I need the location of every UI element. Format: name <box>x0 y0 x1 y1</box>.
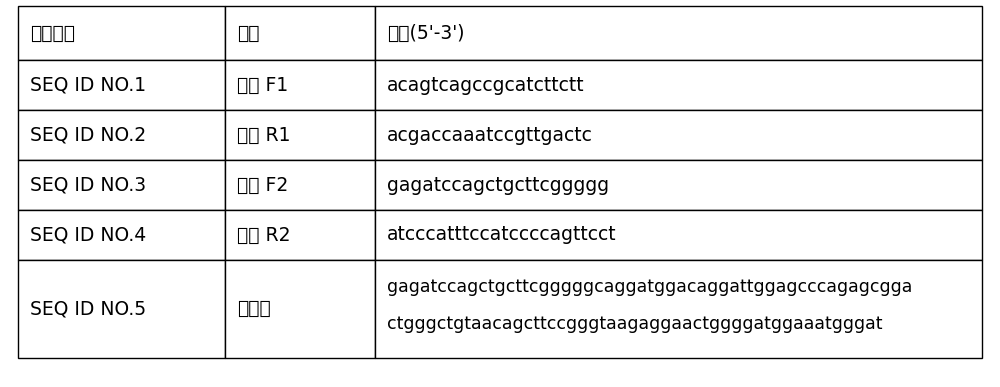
Bar <box>375 260 982 358</box>
Text: acagtcagccgcatcttctt: acagtcagccgcatcttctt <box>387 76 584 95</box>
Bar <box>225 110 375 160</box>
Bar <box>18 6 225 60</box>
Bar <box>375 160 982 210</box>
Bar <box>18 60 225 110</box>
Text: ctgggctgtaacagcttccgggtaagaggaactggggatggaaatgggat: ctgggctgtaacagcttccgggtaagaggaactggggatg… <box>387 315 882 333</box>
Text: acgaccaaatccgttgactc: acgaccaaatccgttgactc <box>387 126 593 145</box>
Text: SEQ ID NO.1: SEQ ID NO.1 <box>30 76 146 95</box>
Text: gagatccagctgcttcgggggcaggatggacaggattggagcccagagcgga: gagatccagctgcttcgggggcaggatggacaggattgga… <box>387 278 912 296</box>
Bar <box>18 110 225 160</box>
Text: 靶序列: 靶序列 <box>237 300 271 319</box>
Bar <box>225 210 375 260</box>
Bar <box>18 160 225 210</box>
Text: SEQ ID NO.5: SEQ ID NO.5 <box>30 300 146 319</box>
Bar <box>225 160 375 210</box>
Text: SEQ ID NO.2: SEQ ID NO.2 <box>30 126 146 145</box>
Text: 引物 R1: 引物 R1 <box>237 126 291 145</box>
Text: SEQ ID NO.4: SEQ ID NO.4 <box>30 226 146 245</box>
Text: 名称: 名称 <box>237 24 260 43</box>
Bar <box>225 260 375 358</box>
Bar <box>375 110 982 160</box>
Bar <box>225 60 375 110</box>
Text: gagatccagctgcttcggggg: gagatccagctgcttcggggg <box>387 176 609 195</box>
Bar <box>375 6 982 60</box>
Text: 引物 F2: 引物 F2 <box>237 176 289 195</box>
Text: 引物 R2: 引物 R2 <box>237 226 291 245</box>
Text: atcccatttccatccccagttcct: atcccatttccatccccagttcct <box>387 226 616 245</box>
Bar <box>18 210 225 260</box>
Text: SEQ ID NO.3: SEQ ID NO.3 <box>30 176 146 195</box>
Bar <box>225 6 375 60</box>
Bar <box>375 210 982 260</box>
Bar <box>18 260 225 358</box>
Bar <box>375 60 982 110</box>
Text: 序列(5'-3'): 序列(5'-3') <box>387 24 464 43</box>
Text: 序列编号: 序列编号 <box>30 24 75 43</box>
Text: 引物 F1: 引物 F1 <box>237 76 289 95</box>
